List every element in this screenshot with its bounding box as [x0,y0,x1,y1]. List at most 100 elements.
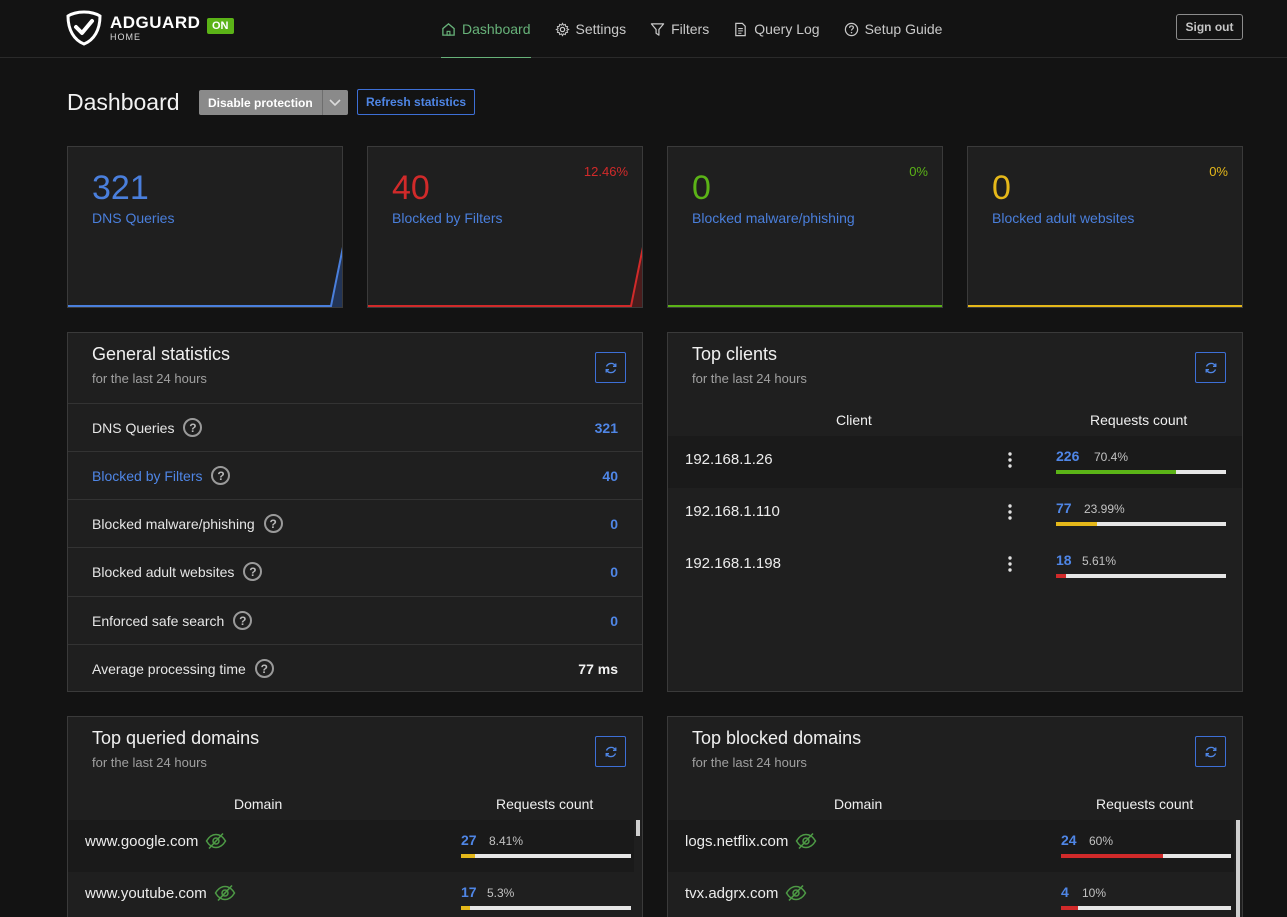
panel-subtitle: for the last 24 hours [692,755,807,770]
stat-row-label: Blocked adult websites [92,563,235,580]
nav-query-log[interactable]: Query Log [733,0,820,58]
column-header-requests-count[interactable]: Requests count [496,796,594,812]
request-percent: 10% [1082,886,1107,900]
client-name[interactable]: 192.168.1.198 [685,555,781,572]
block-domain-eye-icon[interactable] [214,884,236,902]
stat-row-label-link[interactable]: Blocked by Filters [92,467,203,484]
column-header-requests-count[interactable]: Requests count [1090,412,1188,428]
page-title: Dashboard [67,89,180,115]
stat-card-dns-queries: 321 DNS Queries [67,146,343,308]
request-count: 18 [1056,552,1072,568]
sparkline-chart [68,246,342,307]
panel-title: General statistics [92,344,231,364]
progress-bar [1061,906,1231,910]
domain-name[interactable]: logs.netflix.com [685,832,789,850]
gear-icon [554,21,570,37]
help-icon[interactable]: ? [211,466,231,485]
stat-card-label: Blocked by Filters [392,210,503,226]
stat-row-blocked-filters: Blocked by Filters? 40 [68,451,642,499]
help-icon[interactable]: ? [254,659,274,678]
refresh-statistics-button[interactable]: Refresh statistics [357,89,476,115]
help-icon[interactable]: ? [183,418,203,437]
panel-subtitle: for the last 24 hours [92,371,207,386]
request-count: 24 [1061,832,1077,848]
refresh-button[interactable] [1195,736,1226,767]
more-options-icon[interactable] [1007,555,1013,573]
progress-bar-fill [1061,906,1078,910]
client-name[interactable]: 192.168.1.110 [685,503,780,520]
panel-title: Top clients [692,344,778,364]
more-options-icon[interactable] [1007,503,1013,521]
help-circle-icon [844,22,858,36]
domain-name[interactable]: www.youtube.com [85,884,207,902]
help-icon[interactable]: ? [263,514,283,533]
table-row [68,820,634,872]
top-clients-panel: Top clients for the last 24 hours Client… [667,332,1243,692]
progress-bar [461,854,631,858]
stat-card-blocked-malware: 0% 0 Blocked malware/phishing [667,146,943,308]
scrollbar-thumb[interactable] [636,820,640,836]
top-navbar: ADGUARD HOME ON Dashboard Settings Filte… [0,0,1287,58]
sparkline-chart [968,305,1242,307]
disable-protection-dropdown-toggle[interactable] [321,90,348,115]
client-name[interactable]: 192.168.1.26 [685,451,773,468]
brand-subtitle: HOME [110,32,141,42]
more-options-icon[interactable] [1007,451,1013,469]
disable-protection-button[interactable]: Disable protection [199,90,322,115]
unblock-domain-eye-icon[interactable] [795,832,817,850]
progress-bar [1056,470,1226,474]
panel-subtitle: for the last 24 hours [92,755,207,770]
stat-card-percent: 12.46% [583,164,628,179]
brand-name[interactable]: ADGUARD [110,13,201,32]
main-nav: Dashboard Settings Filters Query Log Set… [441,0,966,58]
column-header-requests-count[interactable]: Requests count [1096,796,1194,812]
nav-settings[interactable]: Settings [554,0,627,58]
request-count: 77 [1056,500,1072,516]
stat-row-value: 40 [602,467,618,484]
refresh-button[interactable] [595,736,626,767]
unblock-domain-eye-icon[interactable] [785,884,807,902]
nav-settings-label: Settings [575,21,627,37]
block-domain-eye-icon[interactable] [205,832,227,850]
stat-card-label: Blocked adult websites [992,210,1135,226]
adguard-shield-logo-icon[interactable] [66,10,102,46]
refresh-button[interactable] [1195,352,1226,383]
stat-row-value: 0 [610,515,618,532]
progress-bar-fill [461,854,476,858]
request-percent: 60% [1089,834,1114,848]
table-row [668,820,1234,872]
domain-row: tvx.adgrx.com [685,884,807,902]
domain-row: www.google.com [85,832,227,850]
domain-name[interactable]: www.google.com [85,832,199,850]
stat-card-value: 0 [992,169,1011,207]
nav-query-log-label: Query Log [754,21,820,37]
stat-row-blocked-adult: Blocked adult websites? 0 [68,547,642,595]
column-header-domain[interactable]: Domain [234,796,283,812]
progress-bar [461,906,631,910]
nav-dashboard[interactable]: Dashboard [441,0,531,58]
sparkline-chart [668,305,942,307]
stat-row-value: 0 [610,563,618,580]
column-header-domain[interactable]: Domain [834,796,883,812]
domain-row: www.youtube.com [85,884,236,902]
stat-card-value: 321 [92,169,149,207]
sign-out-button[interactable]: Sign out [1176,14,1243,40]
stat-row-label: DNS Queries [92,419,175,436]
request-count: 226 [1056,448,1080,464]
progress-bar [1061,854,1231,858]
domain-name[interactable]: tvx.adgrx.com [685,884,779,902]
help-icon[interactable]: ? [243,562,263,581]
scrollbar-thumb[interactable] [1236,820,1240,917]
top-blocked-domains-panel: Top blocked domains for the last 24 hour… [667,716,1243,917]
column-header-client[interactable]: Client [836,412,872,428]
nav-setup-guide[interactable]: Setup Guide [844,0,943,58]
refresh-button[interactable] [595,352,626,383]
stat-row-value: 77 ms [578,660,618,677]
nav-setup-guide-label: Setup Guide [864,21,943,37]
nav-filters[interactable]: Filters [650,0,709,58]
protection-status-badge: ON [207,18,234,34]
top-queried-domains-panel: Top queried domains for the last 24 hour… [67,716,643,917]
help-icon[interactable]: ? [233,611,253,630]
table-row [668,436,1242,488]
stat-row-label: Blocked malware/phishing [92,515,255,532]
